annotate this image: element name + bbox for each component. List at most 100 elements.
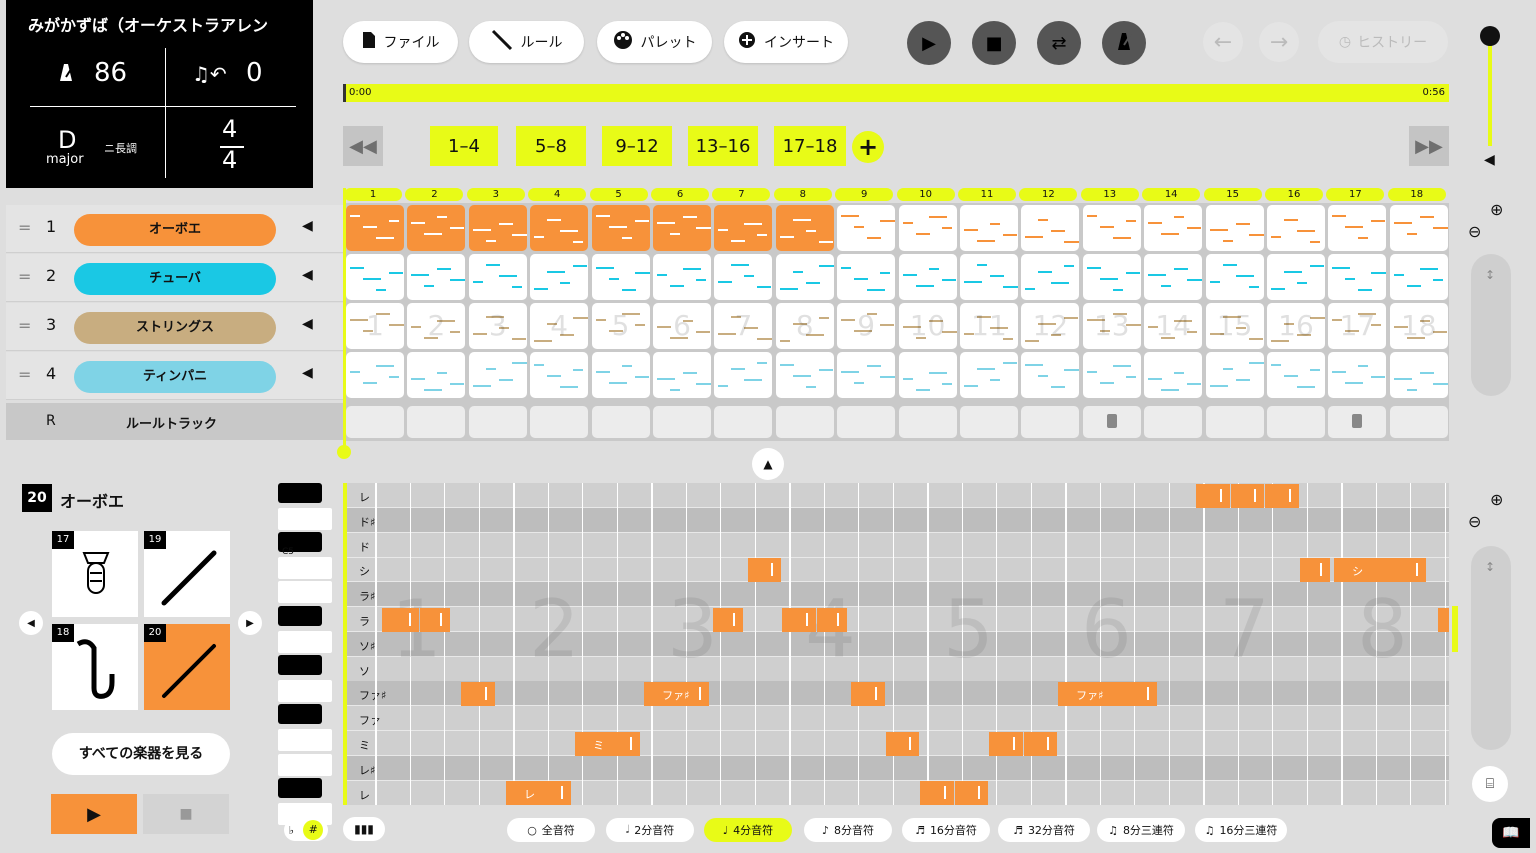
track-cell[interactable]	[898, 254, 957, 300]
undo-button[interactable]: ←	[1203, 22, 1243, 62]
track-cell[interactable]	[1021, 205, 1080, 251]
fast-forward-button[interactable]: ▶▶	[1409, 126, 1449, 166]
pitch-row[interactable]: レ♯	[343, 755, 1449, 781]
measure-number[interactable]: 1	[344, 188, 402, 201]
measure-number[interactable]: 12	[1019, 188, 1078, 201]
white-key[interactable]	[278, 556, 332, 579]
track-cell[interactable]	[1389, 205, 1448, 251]
track-cell[interactable]	[1267, 254, 1325, 300]
measure-number[interactable]: 16	[1265, 188, 1323, 201]
speaker-icon[interactable]: ◀	[302, 365, 313, 381]
rule-cell[interactable]	[530, 406, 589, 438]
vertical-scroll-track[interactable]: ↕	[1471, 546, 1511, 750]
track-cell[interactable]	[898, 205, 957, 251]
manual-button[interactable]: 📖	[1492, 818, 1530, 848]
measure-number[interactable]: 18	[1387, 188, 1446, 201]
measure-number[interactable]: 15	[1203, 188, 1262, 201]
track-cell[interactable]	[530, 352, 589, 398]
note-resize-handle[interactable]	[943, 786, 946, 800]
note-length-button[interactable]: ♫ 8分三連符	[1097, 818, 1185, 842]
drag-handle-icon[interactable]: =	[18, 316, 32, 335]
black-key[interactable]	[278, 778, 322, 799]
white-key[interactable]	[278, 507, 332, 530]
track-cell[interactable]	[346, 352, 404, 398]
track-cell[interactable]	[775, 254, 834, 300]
rule-cell[interactable]	[1328, 406, 1387, 438]
preview-stop-button[interactable]: ■	[143, 794, 229, 834]
song-title[interactable]: みがかずば（オーケストラアレン	[28, 16, 269, 35]
note-block[interactable]	[419, 607, 450, 632]
pitch-row[interactable]: ド	[343, 533, 1449, 558]
track-cell[interactable]	[1144, 352, 1203, 398]
zoom-in-icon[interactable]: ⊕	[1490, 490, 1504, 509]
white-key[interactable]	[278, 729, 332, 751]
note-resize-handle[interactable]	[1219, 488, 1222, 502]
track-grid[interactable]: 1 2 3 4 5 6 7 8 9 10 11 12 13 14 15 16 17 18	[343, 203, 1449, 441]
rule-cell[interactable]	[407, 406, 466, 438]
settings-button[interactable]: ⌸	[1472, 766, 1508, 802]
note-block[interactable]	[381, 607, 419, 632]
measure-number[interactable]: 11	[958, 188, 1016, 201]
note-resize-handle[interactable]	[733, 612, 736, 626]
rule-cell[interactable]	[653, 406, 711, 438]
track-cell[interactable]	[775, 352, 834, 398]
white-key[interactable]	[278, 679, 332, 702]
track-name-button[interactable]: ストリングス	[74, 312, 276, 344]
rule-cell[interactable]	[1021, 406, 1080, 438]
measure-number[interactable]: 10	[896, 188, 955, 201]
vertical-scroll-track[interactable]: ↕	[1471, 254, 1511, 396]
note-block[interactable]: ミ	[575, 731, 640, 756]
note-block[interactable]	[1230, 483, 1265, 508]
drag-handle-icon[interactable]: =	[18, 267, 32, 286]
track-cell[interactable]: 14	[1144, 303, 1203, 349]
measure-number[interactable]: 7	[712, 188, 771, 201]
range-button-4[interactable]: 13–16	[688, 126, 758, 166]
track-cell[interactable]	[407, 352, 466, 398]
track-cell[interactable]	[1082, 254, 1141, 300]
note-block[interactable]	[851, 681, 885, 706]
rule-button[interactable]: ルール	[469, 21, 584, 63]
track-cell[interactable]	[530, 205, 589, 251]
rule-track-header[interactable]: R ルールトラック	[6, 403, 344, 440]
measure-number[interactable]: 2	[405, 188, 464, 201]
black-key[interactable]	[278, 532, 322, 553]
history-button[interactable]: ◷ ヒストリー	[1318, 21, 1448, 63]
measure-number[interactable]: 14	[1142, 188, 1201, 201]
track-cell[interactable]	[960, 205, 1018, 251]
pitch-row[interactable]: ド♯	[343, 507, 1449, 533]
note-block[interactable]	[1437, 607, 1449, 632]
speaker-icon[interactable]: ◀	[302, 267, 313, 283]
track-cell[interactable]: 1	[346, 303, 404, 349]
track-cell[interactable]	[714, 205, 773, 251]
track-cell[interactable]: 2	[407, 303, 466, 349]
track-cell[interactable]: 4	[530, 303, 589, 349]
pitch-row[interactable]: レ	[343, 483, 1449, 508]
track-cell[interactable]	[1267, 352, 1325, 398]
timeline-cursor[interactable]	[343, 84, 346, 102]
note-block[interactable]	[1299, 557, 1330, 582]
track-cell[interactable]	[1144, 254, 1203, 300]
keyboard-button[interactable]: ▮▮▮	[343, 817, 385, 841]
track-cell[interactable]	[468, 205, 527, 251]
rule-marker-icon[interactable]	[1352, 414, 1363, 428]
note-block[interactable]	[1265, 483, 1299, 508]
drag-handle-icon[interactable]: =	[18, 218, 32, 237]
note-block[interactable]	[816, 607, 847, 632]
measure-number[interactable]: 17	[1326, 188, 1385, 201]
pitch-row[interactable]: ソ♯	[343, 631, 1449, 657]
redo-button[interactable]: →	[1259, 22, 1299, 62]
note-block[interactable]	[920, 781, 954, 805]
expand-editor-button[interactable]: ▲	[752, 448, 784, 480]
tempo-value[interactable]: 86	[94, 58, 128, 88]
rule-cell[interactable]	[346, 406, 404, 438]
note-block[interactable]	[747, 557, 782, 582]
pitch-row[interactable]: ファ	[343, 706, 1449, 732]
track-header-1[interactable]: = 1 オーボエ ◀	[6, 205, 344, 253]
note-resize-handle[interactable]	[874, 686, 877, 700]
play-button[interactable]: ▶	[907, 21, 951, 65]
note-resize-handle[interactable]	[1254, 488, 1257, 502]
measure-number[interactable]: 4	[528, 188, 587, 201]
track-cell[interactable]	[960, 254, 1018, 300]
speaker-icon[interactable]: ◀	[302, 218, 313, 234]
note-resize-handle[interactable]	[484, 686, 487, 700]
